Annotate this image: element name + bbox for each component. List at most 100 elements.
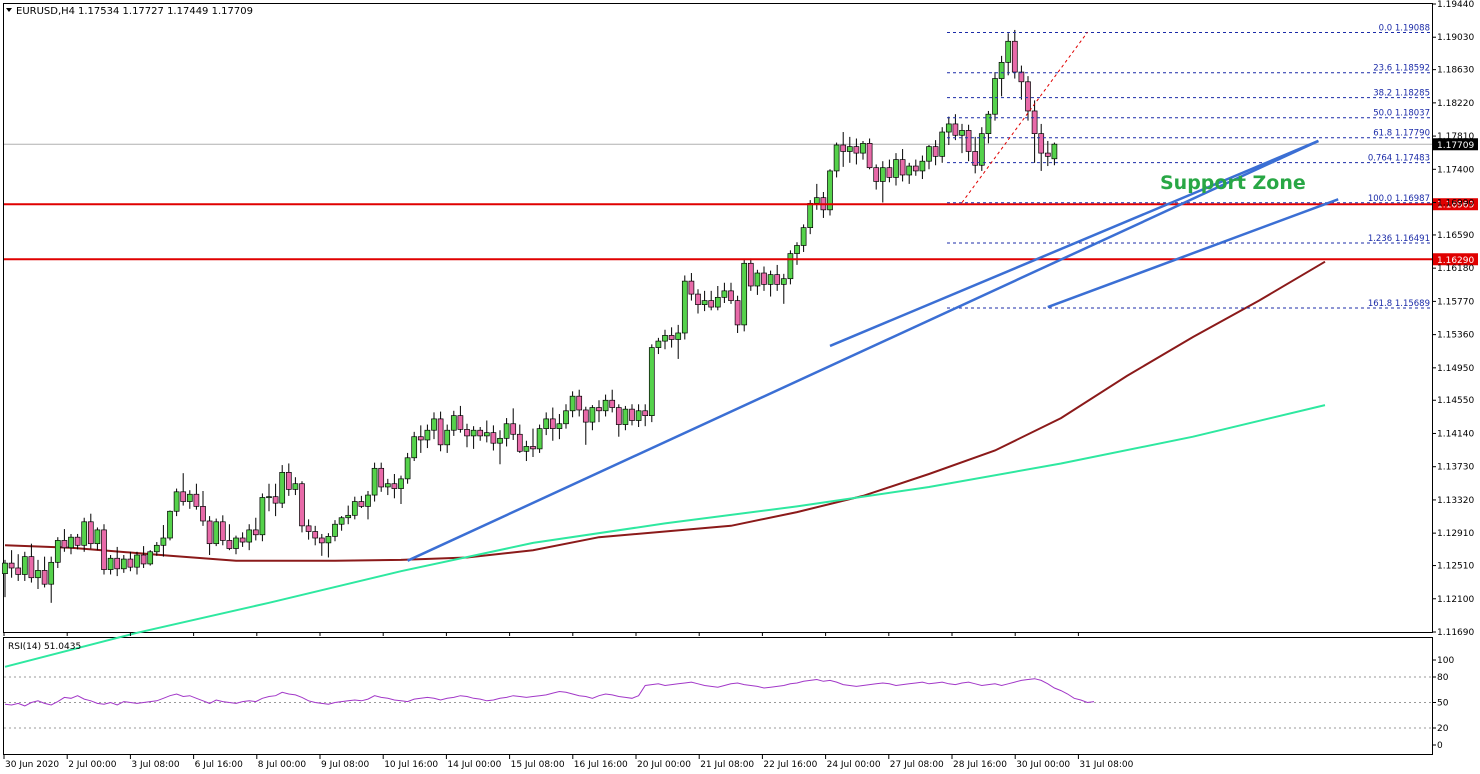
candle-body [186,493,193,502]
time-tick-label: 30 Jul 00:00 [1016,760,1070,770]
price-tick-label: 1.13730 [1437,463,1474,473]
fib-level-label: 1.236 1.16491 [1368,234,1430,244]
price-tick-label: 1.18630 [1437,66,1474,76]
levels-layer: 1.16969 1.16290 1.17709 [4,138,1478,266]
candle-body [516,433,523,452]
time-tick-label: 30 Jun 2020 [5,760,59,770]
dropdown-arrow-icon[interactable] [6,8,12,12]
candle-body [35,570,41,579]
candle-body [272,496,279,504]
rsi-tick-label: 100 [1437,656,1454,666]
time-tick-label: 14 Jul 00:00 [447,760,501,770]
candle-body [635,410,642,421]
candle-body [840,144,847,152]
candle-body [411,436,418,459]
candle-body [74,536,81,546]
support-zone-label: Support Zone [1160,172,1306,194]
candle-body [609,399,616,408]
candle-body [345,514,352,519]
level-price-tag-text: 1.16290 [1437,256,1474,266]
candles-layer [2,29,1058,603]
candle-body [899,159,906,176]
candle-body [338,517,345,525]
candle-body [391,483,398,489]
candle-body [404,457,411,480]
fib-level-label: 61.8 1.17790 [1373,129,1430,139]
price-tick-label: 1.17400 [1437,165,1474,175]
candle-body [952,123,959,136]
candle-body [800,227,807,246]
candle-body [114,557,121,570]
rsi-line [4,678,1095,707]
price-tick-label: 1.16990 [1437,199,1474,209]
candle-body [477,429,484,437]
candle-body [741,262,748,326]
candle-body [15,567,22,575]
candle-body [932,146,939,157]
candle-body [213,521,220,545]
candle-body [120,558,127,570]
candle-body [1038,133,1045,154]
time-tick-label: 3 Jul 08:00 [131,760,180,770]
candle-body [642,410,649,416]
candle-body [688,280,695,295]
candle-body [497,437,503,444]
candle-body [695,293,701,305]
trendlines-layer[interactable] [407,139,1339,562]
candle-body [926,146,932,162]
candle-body [48,561,55,585]
candle-body [563,410,569,425]
candle-body [464,429,470,437]
level-price-tag [1433,253,1478,266]
time-tick-label: 2 Jul 00:00 [68,760,117,770]
candle-body [866,143,873,169]
candle-body [708,300,715,308]
price-tick-label: 1.18220 [1437,99,1474,109]
price-tick-label: 1.14140 [1437,429,1474,439]
candle-body [384,483,391,488]
candle-body [985,113,992,135]
fib-swing-line [961,32,1088,203]
fib-level-label: 100.0 1.16987 [1368,194,1430,204]
price-tick-label: 1.14950 [1437,364,1474,374]
time-tick-label: 21 Jul 08:00 [700,760,754,770]
candle-body [200,506,206,522]
main-panel-frame [3,3,1433,633]
candle-body [833,144,840,172]
candle-body [206,520,213,545]
candle-body [596,407,602,412]
rsi-layer: 100 80 50 20 0 [4,656,1454,751]
fibonacci-layer[interactable]: 0.0 1.19088 23.6 1.18592 38.2 1.18285 50.0 … [947,24,1432,309]
trendline-2[interactable] [829,139,1319,348]
current-price-tag [1433,138,1478,151]
candle-body [318,537,325,544]
candle-body [846,146,853,152]
candle-body [945,123,952,133]
time-tick-label: 10 Jul 16:00 [384,760,438,770]
price-tick-label: 1.17810 [1437,132,1474,142]
candle-body [965,130,972,152]
candle-body [153,544,160,553]
candle-body [873,167,880,182]
candle-body [417,436,424,441]
price-tick-label: 1.11690 [1437,628,1474,638]
trendline-1[interactable] [407,139,1319,562]
candle-body [602,399,609,412]
trendline-3[interactable] [1047,198,1339,309]
candle-body [167,510,173,539]
candle-body [398,478,404,489]
candle-body [774,274,781,285]
candle-body [886,167,893,178]
candle-body [2,562,8,575]
candle-body [332,523,338,537]
candle-body [239,537,246,543]
time-tick-label: 22 Jul 16:00 [763,760,817,770]
candle-body [431,418,437,431]
candle-body [365,494,371,507]
candle-body [28,556,35,579]
candle-body [543,418,550,429]
fib-level-label: 0.0 1.19088 [1379,24,1430,34]
candle-body [807,202,814,228]
price-tick-label: 1.19030 [1437,33,1474,43]
